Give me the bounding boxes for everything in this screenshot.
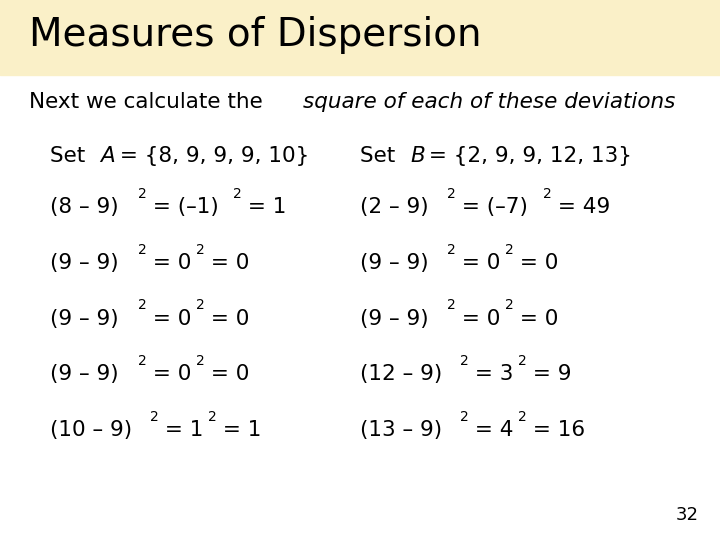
Text: = 0: = 0 (513, 253, 559, 273)
Text: 32: 32 (675, 506, 698, 524)
Text: (13 – 9): (13 – 9) (360, 420, 442, 440)
Text: B: B (410, 146, 425, 166)
Text: = {2, 9, 9, 12, 13}: = {2, 9, 9, 12, 13} (423, 146, 632, 166)
Text: = 0: = 0 (456, 308, 501, 328)
Text: (8 – 9): (8 – 9) (50, 197, 119, 217)
Text: 2: 2 (138, 354, 147, 368)
Text: (9 – 9): (9 – 9) (360, 308, 428, 328)
Text: = 0: = 0 (146, 253, 192, 273)
Text: = (–7): = (–7) (456, 197, 528, 217)
Text: Next we calculate the: Next we calculate the (29, 92, 269, 112)
Text: square of each of these deviations: square of each of these deviations (304, 92, 676, 112)
Text: 2: 2 (447, 299, 456, 313)
Text: 2: 2 (460, 354, 469, 368)
Text: (9 – 9): (9 – 9) (50, 253, 119, 273)
Text: 2: 2 (196, 299, 204, 313)
Text: 2: 2 (196, 354, 204, 368)
Text: 2: 2 (460, 410, 469, 424)
Text: = 1: = 1 (158, 420, 204, 440)
Text: = 0: = 0 (146, 364, 192, 384)
Text: 2: 2 (543, 187, 552, 201)
Text: (9 – 9): (9 – 9) (50, 308, 119, 328)
Text: = 9: = 9 (526, 364, 572, 384)
Text: Measures of Dispersion: Measures of Dispersion (29, 16, 481, 54)
Text: = 1: = 1 (216, 420, 261, 440)
FancyBboxPatch shape (0, 0, 720, 75)
Text: = 0: = 0 (513, 308, 559, 328)
Text: 2: 2 (233, 187, 242, 201)
Text: (2 – 9): (2 – 9) (360, 197, 428, 217)
Text: (9 – 9): (9 – 9) (360, 253, 428, 273)
Text: 2: 2 (447, 243, 456, 257)
Text: = 0: = 0 (204, 253, 249, 273)
Text: 2: 2 (505, 299, 514, 313)
Text: 2: 2 (138, 187, 147, 201)
Text: = 0: = 0 (456, 253, 501, 273)
Text: 2: 2 (138, 299, 147, 313)
Text: 2: 2 (150, 410, 159, 424)
Text: = (–1): = (–1) (146, 197, 219, 217)
Text: 2: 2 (208, 410, 217, 424)
Text: = 0: = 0 (204, 364, 249, 384)
Text: = 16: = 16 (526, 420, 585, 440)
Text: 2: 2 (196, 243, 204, 257)
Text: (10 – 9): (10 – 9) (50, 420, 132, 440)
Text: (12 – 9): (12 – 9) (360, 364, 442, 384)
Text: = 0: = 0 (204, 308, 249, 328)
Text: = 49: = 49 (551, 197, 610, 217)
Text: 2: 2 (447, 187, 456, 201)
Text: Set: Set (360, 146, 402, 166)
Text: 2: 2 (505, 243, 514, 257)
Text: 2: 2 (138, 243, 147, 257)
Text: (9 – 9): (9 – 9) (50, 364, 119, 384)
Text: = {8, 9, 9, 9, 10}: = {8, 9, 9, 9, 10} (113, 146, 309, 166)
Text: 2: 2 (518, 354, 526, 368)
Text: = 1: = 1 (241, 197, 287, 217)
Text: = 0: = 0 (146, 308, 192, 328)
Text: = 3: = 3 (468, 364, 513, 384)
Text: = 4: = 4 (468, 420, 513, 440)
Text: 2: 2 (518, 410, 526, 424)
Text: A: A (100, 146, 115, 166)
Text: Set: Set (50, 146, 93, 166)
